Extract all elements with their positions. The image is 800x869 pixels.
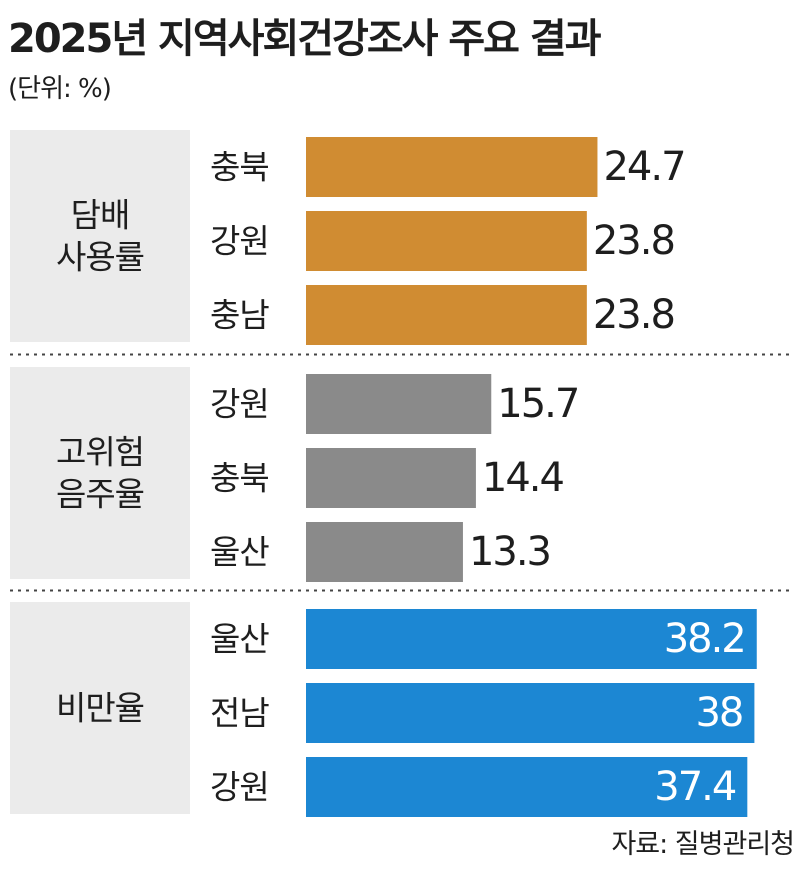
value-label: 23.8 — [593, 292, 674, 338]
value-label: 24.7 — [603, 144, 684, 190]
group-label: 고위험 — [56, 433, 144, 472]
value-label: 15.7 — [497, 381, 578, 427]
category-label: 충북 — [210, 459, 269, 498]
group-label: 사용률 — [56, 238, 144, 277]
group-label-panel — [10, 367, 190, 579]
bar — [306, 757, 748, 817]
category-label: 울산 — [210, 620, 269, 659]
group-label-panel — [10, 130, 190, 342]
bar — [306, 683, 755, 743]
category-label: 충남 — [210, 296, 269, 335]
group-label: 음주율 — [56, 475, 144, 514]
category-label: 강원 — [210, 385, 269, 424]
value-label: 37.4 — [654, 764, 736, 810]
unit-label: (단위: %) — [8, 74, 112, 104]
bar — [306, 285, 587, 345]
value-label: 14.4 — [482, 455, 564, 501]
bar — [306, 374, 492, 434]
bar — [306, 211, 587, 271]
value-label: 38 — [695, 690, 742, 736]
chart-title: 2025년 지역사회건강조사 주요 결과 — [8, 16, 602, 62]
bar — [306, 448, 476, 508]
value-label: 38.2 — [664, 616, 745, 662]
value-label: 23.8 — [593, 218, 674, 264]
group-label: 담배 — [71, 196, 130, 235]
category-label: 강원 — [210, 222, 269, 261]
source-label: 자료: 질병관리청 — [611, 829, 795, 860]
category-label: 충북 — [210, 148, 269, 187]
group-label: 비만율 — [56, 689, 144, 728]
category-label: 울산 — [210, 533, 269, 572]
category-label: 전남 — [210, 694, 269, 733]
group-label-panel — [10, 602, 190, 814]
bar — [306, 609, 757, 669]
value-label: 13.3 — [469, 529, 550, 575]
bar — [306, 137, 598, 197]
bar — [306, 522, 463, 582]
category-label: 강원 — [210, 768, 269, 807]
